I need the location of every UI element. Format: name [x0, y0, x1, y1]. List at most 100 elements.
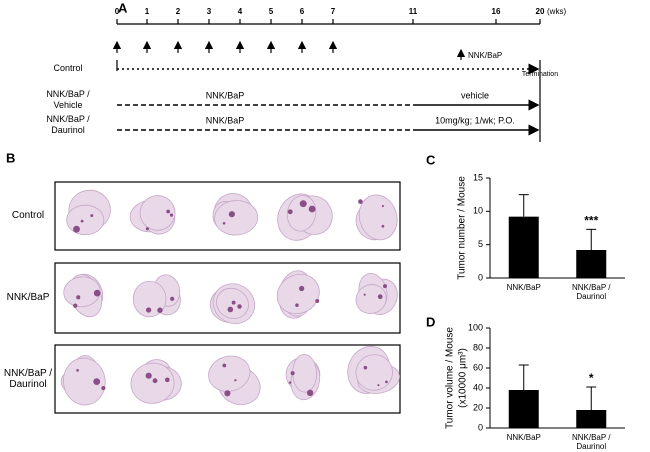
y-tick-label: 40 [473, 382, 483, 392]
bar [576, 250, 607, 278]
tissue-spot [231, 300, 236, 305]
tissue-lobe [66, 204, 105, 236]
tissue-spot [145, 307, 152, 313]
tissue-spot [377, 384, 380, 387]
group-label: NNK/BaP / Daurinol [46, 114, 90, 135]
tissue-spot [73, 225, 80, 233]
x-tick-label: NNK/BaP [506, 283, 541, 292]
bar [508, 390, 539, 428]
tissue-spot [164, 377, 170, 383]
tissue-lobe [63, 276, 101, 308]
week-label: 11 [409, 7, 418, 16]
tissue-lobe [214, 200, 259, 236]
tissue-spot [287, 209, 293, 215]
tissue-spot [93, 289, 101, 297]
week-label: 5 [269, 7, 274, 16]
tissue-lobe [63, 357, 106, 406]
week-label: 6 [300, 7, 305, 16]
week-label: 1 [145, 7, 150, 16]
tissue-image [60, 355, 106, 406]
tissue-image [129, 195, 176, 235]
y-tick-label: 0 [478, 422, 483, 432]
tissue-image [355, 273, 398, 315]
tissue-spot [90, 214, 94, 218]
tissue-spot [222, 363, 227, 368]
week-label: 3 [207, 7, 212, 16]
y-tick-label: 0 [478, 272, 483, 282]
tissue-image [285, 354, 321, 401]
tissue-spot [157, 307, 163, 313]
tissue-spot [315, 298, 320, 303]
y-tick-label: 80 [473, 342, 483, 352]
tissue-spot [169, 213, 174, 217]
tissue-lobe [276, 273, 320, 315]
tissue-image [276, 270, 320, 319]
tissue-spot [381, 204, 385, 208]
y-axis-label: Tumor number / Mouse [457, 176, 468, 280]
y-axis-label: Tumor volume / Mouse [445, 327, 456, 429]
row-label: NNK/BaP [6, 292, 50, 303]
row-label: NNK/BaP / Daurinol [3, 368, 53, 390]
tissue-image [130, 359, 182, 404]
tissue-spot [101, 386, 106, 391]
tissue-spot [227, 306, 234, 313]
tissue-spot [224, 390, 231, 397]
panel-label: A [118, 0, 128, 15]
phase-label: NNK/BaP [206, 115, 245, 125]
tissue-lobe [286, 195, 317, 232]
week-label: 20 [536, 7, 545, 16]
tissue-spot [237, 304, 242, 309]
panel-label: C [426, 152, 436, 167]
y-tick-label: 100 [468, 322, 483, 332]
tissue-lobe [208, 355, 251, 392]
y-tick-label: 5 [478, 239, 483, 249]
tissue-spot [76, 295, 81, 300]
x-tick-label: NNK/BaP [506, 433, 541, 442]
tissue-spot [80, 219, 84, 223]
bar [576, 410, 607, 428]
tissue-spot [73, 303, 78, 308]
y-axis-label: (x10000 μm³) [458, 348, 469, 408]
y-tick-label: 60 [473, 362, 483, 372]
tissue-spot [93, 378, 101, 386]
tissue-spot [381, 224, 385, 228]
error-bar [586, 228, 597, 250]
tissue-spot [363, 293, 366, 296]
tissue-spot [295, 303, 299, 307]
week-unit: (wks) [547, 7, 566, 16]
tissue-lobe [130, 362, 175, 404]
x-tick-label: NNK/BaP / Daurinol [571, 283, 611, 301]
tissue-image [212, 193, 259, 236]
tissue-spot [145, 372, 152, 379]
tissue-lobe [355, 284, 387, 314]
week-label: 0 [115, 7, 120, 16]
y-tick-label: 10 [473, 206, 483, 216]
tissue-image [63, 273, 104, 318]
tissue-spot [377, 294, 383, 300]
legend-arrow-label: NNK/BaP [468, 51, 502, 60]
week-label: 7 [331, 7, 336, 16]
tissue-spot [290, 371, 295, 376]
phase-label: NNK/BaP [206, 90, 245, 100]
tissue-spot [363, 365, 368, 370]
tissue-spot [166, 209, 171, 214]
tissue-spot [152, 378, 158, 384]
week-label: 2 [176, 7, 181, 16]
tissue-spot [228, 212, 233, 216]
tissue-image [355, 194, 398, 241]
tissue-image [208, 355, 261, 406]
y-tick-label: 20 [473, 402, 483, 412]
row-label: Control [11, 210, 45, 221]
tissue-spot [234, 379, 237, 382]
tissue-spot [288, 381, 292, 384]
tissue-spot [299, 285, 305, 292]
tissue-image [277, 193, 333, 241]
bar [508, 216, 539, 278]
error-bar [518, 364, 529, 390]
tissue-image [132, 274, 181, 318]
tissue-spot [385, 380, 388, 384]
tissue-image [209, 283, 256, 324]
tissue-lobe [139, 195, 176, 231]
tissue-image [347, 345, 400, 394]
